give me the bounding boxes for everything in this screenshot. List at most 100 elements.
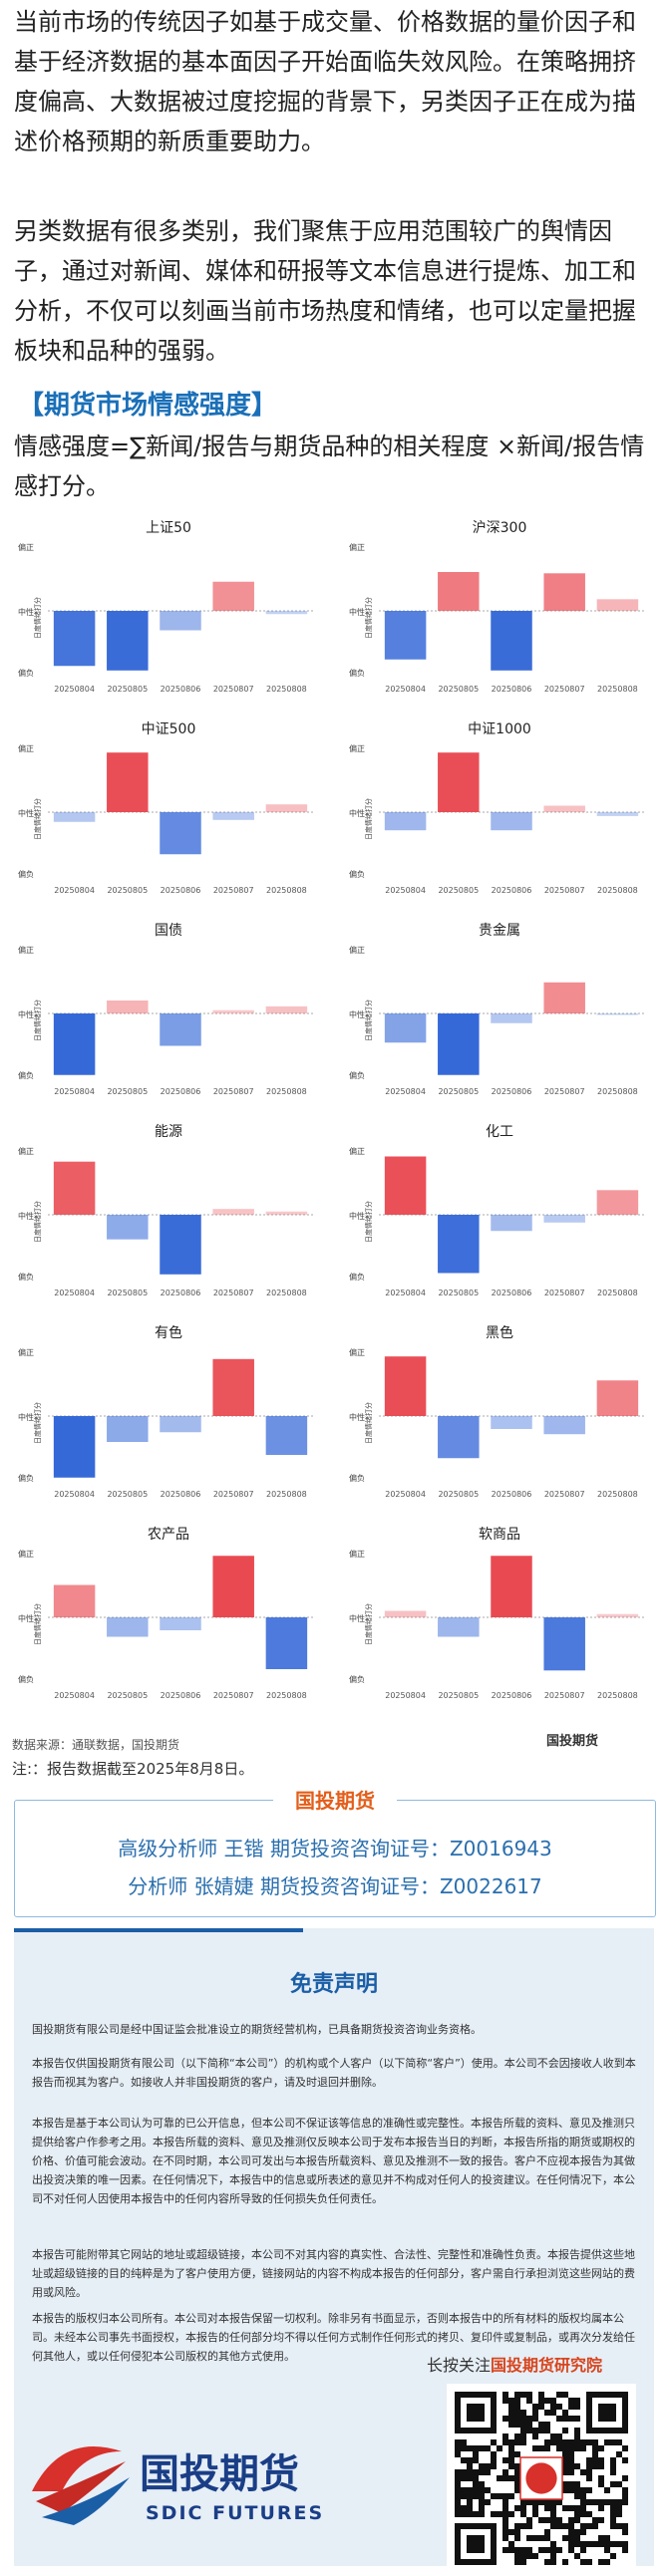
x-tick-label: 20250805	[438, 1087, 479, 1096]
analyst-box: 国投期货 高级分析师 王锴 期货投资咨询证号：Z0016943 分析师 张婧婕 …	[14, 1787, 656, 1917]
bar-20250807	[212, 1358, 254, 1416]
bar-20250806	[491, 812, 532, 831]
bar-20250808	[596, 599, 639, 611]
sentiment-formula: 情感强度=∑新闻/报告与期货品种的相关程度 ×新闻/报告情感打分。	[14, 432, 645, 500]
follow-account-name: 国投期货研究院	[491, 2356, 603, 2375]
x-tick-label: 20250804	[385, 1288, 426, 1297]
bar-20250805	[107, 611, 149, 671]
x-tick-label: 20250804	[54, 1691, 95, 1700]
bar-20250805	[438, 1617, 480, 1637]
x-tick-label: 20250804	[385, 685, 426, 694]
y-tick-label: 偏正	[18, 743, 34, 753]
bar-20250805	[438, 1013, 480, 1075]
y-tick-label: 偏负	[18, 1473, 34, 1483]
chart-title: 黑色	[486, 1324, 513, 1341]
bar-20250805	[107, 1215, 149, 1240]
x-tick-label: 20250805	[107, 886, 148, 895]
y-tick-label: 偏正	[349, 542, 365, 552]
section-title: 【期货市场情感强度】	[18, 391, 278, 421]
bar-20250808	[596, 812, 639, 816]
bar-20250804	[384, 1610, 427, 1617]
y-axis-label: 日度情绪打分	[33, 1000, 42, 1041]
chart-footer-logo: 国投期货	[546, 1730, 598, 1749]
x-tick-label: 20250808	[266, 1288, 307, 1297]
x-tick-label: 20250808	[266, 1691, 307, 1700]
y-tick-label: 偏负	[349, 668, 365, 678]
bar-20250806	[491, 1416, 532, 1429]
x-tick-label: 20250804	[385, 1691, 426, 1700]
disclaimer-paragraph-3: 本报告是基于本公司认为可靠的已公开信息，但本公司不保证该等信息的准确性或完整性。…	[32, 2117, 635, 2205]
x-tick-label: 20250807	[213, 886, 254, 895]
analyst-box-tag: 国投期货	[273, 1787, 397, 1815]
x-tick-label: 20250808	[597, 685, 638, 694]
bar-20250808	[265, 1211, 308, 1215]
y-tick-label: 偏正	[349, 945, 365, 955]
y-tick-label: 偏负	[349, 869, 365, 879]
bar-20250807	[543, 805, 585, 812]
bar-20250807	[543, 573, 585, 611]
y-tick-label: 中性	[18, 1009, 34, 1019]
bar-20250808	[596, 1613, 639, 1617]
x-tick-label: 20250804	[54, 685, 95, 694]
y-tick-label: 中性	[349, 1412, 365, 1422]
disclaimer-paragraph-4: 本报告可能附带其它网站的地址或超级链接，本公司不对其内容的真实性、合法性、完整性…	[32, 2248, 635, 2299]
x-tick-label: 20250805	[438, 886, 479, 895]
bar-20250804	[384, 1013, 427, 1043]
bar-20250804	[53, 1013, 96, 1075]
bar-20250804	[53, 1584, 96, 1617]
bar-20250805	[438, 1215, 480, 1274]
bar-20250807	[212, 1009, 254, 1013]
x-tick-label: 20250806	[161, 1490, 201, 1499]
sentiment-chart-9: 有色 偏正 中性 偏负 日度情绪打分 20250804 20250805 20250806 20…	[14, 1323, 323, 1518]
y-tick-label: 偏正	[349, 1549, 365, 1559]
y-tick-label: 偏正	[18, 945, 34, 955]
x-tick-label: 20250808	[597, 1288, 638, 1297]
bar-20250808	[265, 1617, 308, 1669]
bar-20250804	[384, 1156, 427, 1215]
x-tick-label: 20250806	[492, 886, 532, 895]
sentiment-chart-5: 国债 偏正 中性 偏负 日度情绪打分 20250804 20250805 20250806 20…	[14, 921, 323, 1115]
x-tick-label: 20250807	[544, 1288, 585, 1297]
sentiment-chart-6: 贵金属 偏正 中性 偏负 日度情绪打分 20250804 20250805 20250806 2…	[345, 921, 654, 1115]
bar-20250807	[212, 812, 254, 820]
y-tick-label: 中性	[18, 808, 34, 818]
x-tick-label: 20250808	[266, 886, 307, 895]
x-tick-label: 20250806	[161, 886, 201, 895]
x-tick-label: 20250805	[107, 685, 148, 694]
bar-20250806	[160, 1416, 201, 1433]
x-tick-label: 20250808	[266, 1087, 307, 1096]
x-tick-label: 20250806	[492, 1288, 532, 1297]
disclaimer-accent-bar	[14, 1928, 303, 1932]
disclaimer-paragraph-2: 本报告仅供国投期货有限公司（以下简称“本公司”）的机构或个人客户（以下简称“客户…	[32, 2057, 636, 2089]
y-tick-label: 中性	[18, 1211, 34, 1221]
disclaimer-paragraph-5: 本报告的版权归本公司所有。本公司对本报告保留一切权利。除非另有书面显示，否则本报…	[32, 2312, 635, 2363]
chart-title: 软商品	[479, 1527, 520, 1543]
bar-20250804	[384, 812, 427, 831]
y-tick-label: 偏负	[349, 1674, 365, 1684]
disclaimer-title: 免责声明	[289, 1972, 378, 1997]
bar-20250804	[53, 1161, 96, 1215]
x-tick-label: 20250804	[54, 1288, 95, 1297]
bar-20250806	[160, 812, 201, 855]
x-tick-label: 20250807	[213, 1087, 254, 1096]
y-tick-label: 偏负	[18, 668, 34, 678]
sentiment-chart-2: 沪深300 偏正 中性 偏负 日度情绪打分 20250804 20250805 2025080…	[345, 518, 654, 713]
analyst-line-2: 分析师 张婧婕 期货投资咨询证号：Z0022617	[128, 1874, 542, 1898]
x-tick-label: 20250806	[492, 1691, 532, 1700]
x-tick-label: 20250805	[107, 1087, 148, 1096]
bar-20250808	[596, 1190, 639, 1215]
y-axis-label: 日度情绪打分	[364, 597, 373, 639]
y-tick-label: 偏正	[349, 1347, 365, 1357]
x-tick-label: 20250805	[438, 685, 479, 694]
bar-20250806	[160, 1617, 201, 1630]
bar-20250808	[265, 611, 308, 615]
bar-20250805	[107, 752, 149, 812]
x-tick-label: 20250807	[213, 1490, 254, 1499]
sdic-emblem-icon	[32, 2446, 130, 2525]
y-tick-label: 中性	[349, 1009, 365, 1019]
